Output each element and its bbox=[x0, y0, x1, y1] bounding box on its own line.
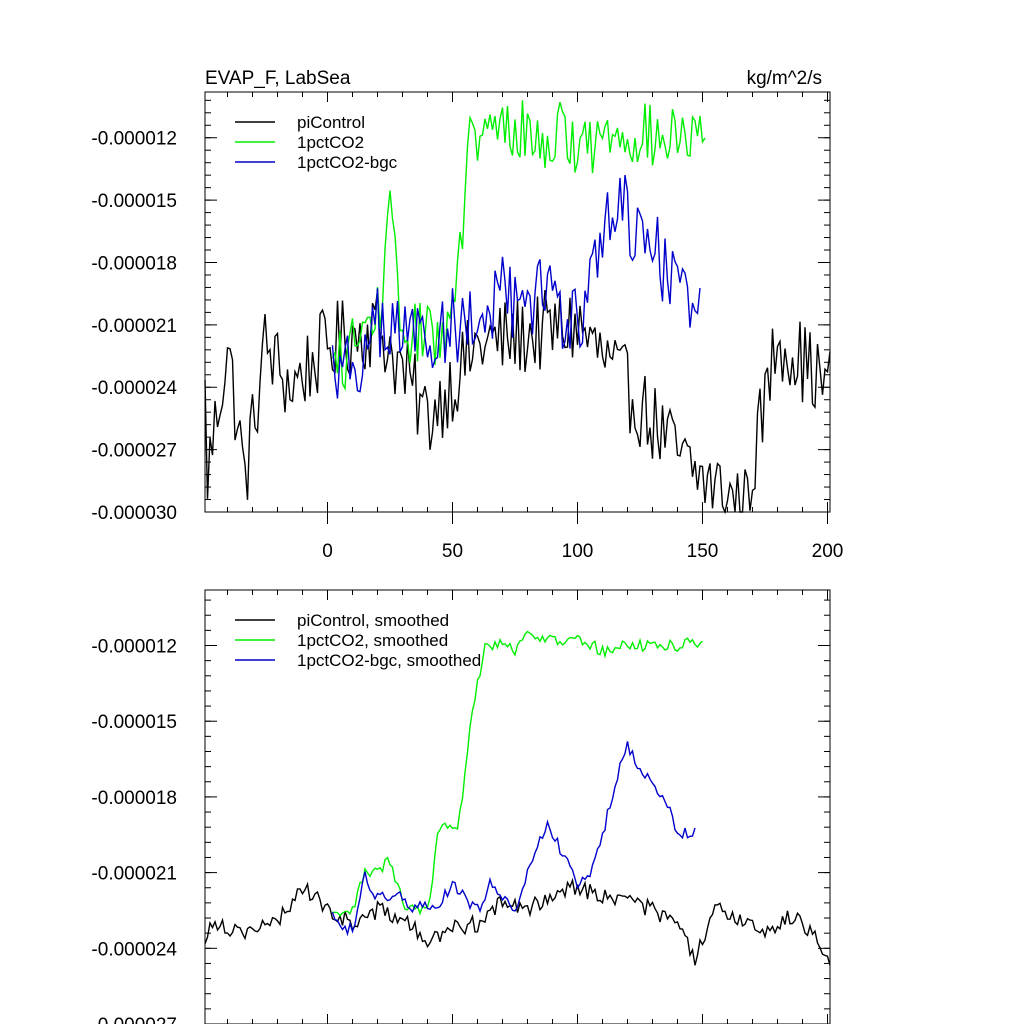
y-tick-label: -0.000021 bbox=[91, 864, 177, 885]
legend-label: 1pctCO2, smoothed bbox=[297, 631, 448, 650]
series-line-1pctco2-bgc-smoothed bbox=[331, 741, 696, 937]
chart-title: EVAP_F, LabSea bbox=[205, 68, 351, 89]
y-tick-label: -0.000012 bbox=[91, 129, 177, 150]
bottom-panel: -0.000012 -0.000015 -0.000018 -0.000021 -0.0… bbox=[91, 589, 831, 1024]
y-tick-label: -0.000024 bbox=[91, 939, 177, 960]
y-tick-label: -0.000018 bbox=[91, 253, 177, 274]
y-tick-label: -0.000027 bbox=[91, 1015, 177, 1024]
legend-label: piControl bbox=[297, 113, 365, 132]
legend-label: 1pctCO2 bbox=[297, 133, 364, 152]
bottom-plot-frame bbox=[204, 589, 831, 1024]
x-tick-label: 0 bbox=[322, 541, 333, 562]
y-tick-label: -0.000024 bbox=[91, 378, 177, 399]
top-ticks-layer: 0 50 100 150 200 -0.000012 -0.000015 -0.000018 -… bbox=[91, 92, 843, 562]
legend-label: 1pctCO2-bgc, smoothed bbox=[297, 651, 481, 670]
y-tick-label: -0.000015 bbox=[91, 712, 177, 733]
y-tick-label: -0.000012 bbox=[91, 637, 177, 658]
legend-label: piControl, smoothed bbox=[297, 611, 449, 630]
series-line-picontrol bbox=[204, 290, 831, 515]
x-tick-label: 150 bbox=[687, 541, 719, 562]
units-label: kg/m^2/s bbox=[747, 68, 822, 89]
top-plot-frame bbox=[204, 91, 831, 513]
y-tick-label: -0.000027 bbox=[91, 441, 177, 462]
series-line-picontrol-smoothed bbox=[204, 877, 831, 966]
bottom-series-layer bbox=[204, 630, 831, 966]
y-tick-label: -0.000021 bbox=[91, 316, 177, 337]
y-tick-label: -0.000015 bbox=[91, 191, 177, 212]
x-tick-label: 100 bbox=[562, 541, 594, 562]
bottom-ticks-layer: -0.000012 -0.000015 -0.000018 -0.000021 -0.0… bbox=[91, 590, 830, 1024]
series-line-1pctco2-bgc bbox=[331, 174, 701, 399]
top-panel: EVAP_F, LabSea kg/m^2/s 0 50 100 150 200 -0.0… bbox=[91, 68, 843, 562]
y-tick-label: -0.000018 bbox=[91, 788, 177, 809]
x-tick-label: 200 bbox=[812, 541, 844, 562]
top-series-layer bbox=[204, 100, 831, 515]
x-tick-label: 50 bbox=[442, 541, 463, 562]
legend-label: 1pctCO2-bgc bbox=[297, 153, 398, 172]
series-line-1pctco2 bbox=[331, 100, 706, 392]
series-line-1pctco2-smoothed bbox=[332, 630, 703, 917]
y-tick-label: -0.000030 bbox=[91, 503, 177, 524]
